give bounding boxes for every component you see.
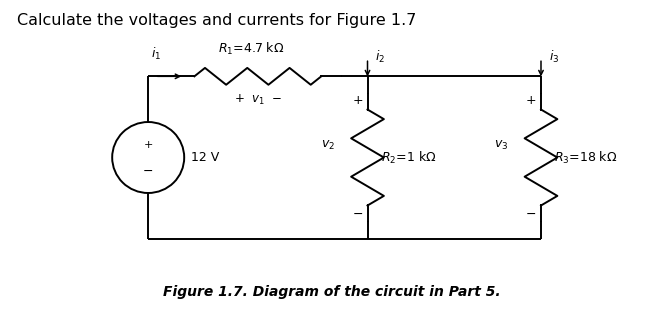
Text: $i_1$: $i_1$ xyxy=(151,46,162,62)
Text: $v_2$: $v_2$ xyxy=(321,139,335,152)
Text: Calculate the voltages and currents for Figure 1.7: Calculate the voltages and currents for … xyxy=(17,13,416,28)
Text: −: − xyxy=(353,208,363,221)
Text: +: + xyxy=(352,94,363,107)
Text: $R_2$=1 kΩ: $R_2$=1 kΩ xyxy=(381,150,436,166)
Text: $i_3$: $i_3$ xyxy=(549,49,559,65)
Text: −: − xyxy=(143,164,153,177)
Text: $R_1$=4.7 kΩ: $R_1$=4.7 kΩ xyxy=(218,41,284,57)
Text: $v_3$: $v_3$ xyxy=(494,139,509,152)
Text: Figure 1.7. Diagram of the circuit in Part 5.: Figure 1.7. Diagram of the circuit in Pa… xyxy=(162,285,501,299)
Text: −: − xyxy=(526,208,536,221)
Text: +: + xyxy=(143,140,153,150)
Text: $R_3$=18 kΩ: $R_3$=18 kΩ xyxy=(554,150,617,166)
Text: +  $v_1$  −: + $v_1$ − xyxy=(234,93,282,107)
Text: 12 V: 12 V xyxy=(191,151,219,164)
Text: $i_2$: $i_2$ xyxy=(375,49,385,65)
Text: +: + xyxy=(526,94,536,107)
